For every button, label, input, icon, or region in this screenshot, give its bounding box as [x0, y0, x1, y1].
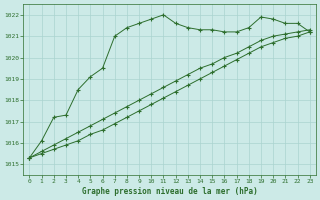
X-axis label: Graphe pression niveau de la mer (hPa): Graphe pression niveau de la mer (hPa) [82, 187, 258, 196]
